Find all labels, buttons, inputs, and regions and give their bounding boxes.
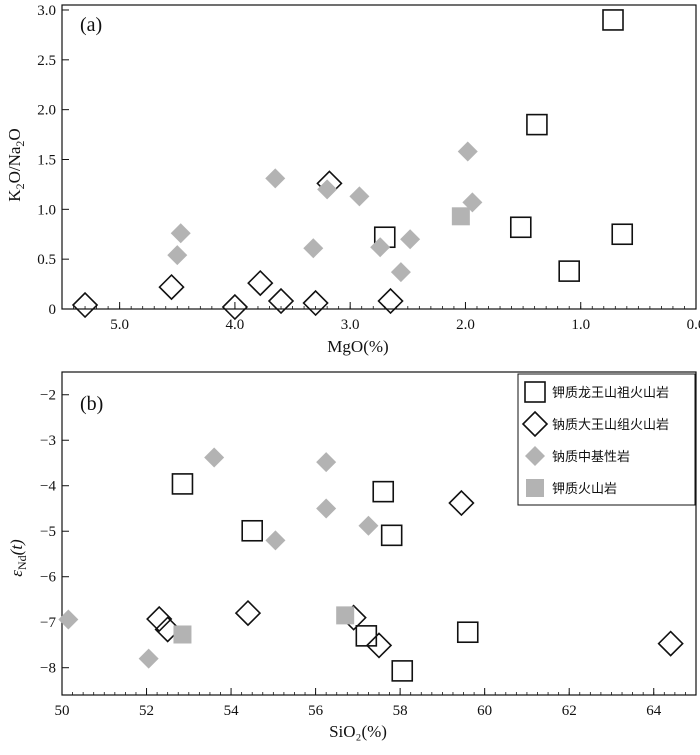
point-open-diamond — [146, 605, 173, 633]
y-tick-label: −8 — [40, 661, 56, 677]
legend-label: 钾质火山岩 — [552, 482, 617, 497]
x-tick-label: 52 — [139, 703, 154, 719]
point-open-diamond — [302, 289, 329, 317]
y-tick-label: −3 — [40, 433, 56, 449]
point-open-square — [171, 473, 194, 495]
legend-marker-open-diamond — [521, 410, 549, 438]
y-tick-label: 2.0 — [37, 103, 56, 119]
x-tick-label: 2.0 — [456, 317, 475, 333]
legend-label: 钠质中基性岩 — [552, 450, 630, 465]
point-gray-diamond — [265, 168, 286, 189]
ylabel-epsilon: ε — [7, 570, 26, 577]
panel-a-ylabel: K2O/Na2O — [5, 128, 27, 201]
point-open-square — [456, 621, 479, 644]
point-open-diamond — [234, 599, 262, 627]
y-tick-label: 0 — [49, 302, 57, 318]
x-tick-label: 54 — [224, 703, 240, 719]
point-open-square — [558, 260, 581, 282]
point-gray-diamond — [204, 447, 225, 468]
point-open-diamond — [154, 616, 181, 643]
point-gray-diamond — [358, 515, 379, 536]
panel-b: (b) SiO₂(%) εNd(t) 50 52 54 56 58 60 62 64 −2 −3 −… — [7, 371, 697, 741]
x-tick-label: 3.0 — [341, 317, 360, 333]
point-gray-diamond — [316, 452, 337, 473]
panel-a: (a) MgO(%) K2O/Na2O 5.0 4.0 3.0 2.0 1.0 0.0 0 0… — [5, 3, 700, 356]
point-gray-square — [451, 207, 470, 226]
legend-marker-gray-square — [526, 479, 544, 497]
legend-marker-gray-diamond — [525, 446, 545, 466]
point-open-square — [509, 216, 532, 239]
point-gray-diamond — [138, 648, 159, 669]
point-gray-diamond — [317, 179, 338, 200]
point-gray-diamond — [58, 609, 79, 630]
point-open-square — [526, 113, 548, 136]
point-gray-diamond — [370, 237, 391, 258]
point-open-diamond — [377, 287, 404, 315]
point-open-square — [241, 519, 263, 542]
point-open-square — [602, 9, 624, 31]
ylabel-nd: Nd — [15, 555, 29, 570]
point-gray-diamond — [457, 141, 478, 162]
point-open-square — [372, 480, 395, 503]
point-open-diamond — [365, 632, 393, 659]
point-gray-diamond — [316, 498, 337, 519]
point-gray-diamond — [167, 245, 188, 266]
ylabel-t: (t) — [7, 539, 26, 555]
point-gray-diamond — [265, 530, 286, 551]
panel-a-frame — [61, 4, 697, 310]
point-open-diamond — [247, 269, 274, 297]
y-tick-label: 2.5 — [37, 53, 56, 69]
point-gray-diamond — [390, 262, 411, 283]
y-tick-label: −5 — [40, 524, 56, 540]
x-tick-label: 56 — [308, 703, 324, 719]
x-tick-label: 0.0 — [687, 317, 700, 333]
x-tick-label: 4.0 — [226, 317, 245, 333]
x-tick-label: 62 — [562, 703, 577, 719]
y-tick-label: −6 — [40, 570, 56, 586]
point-gray-diamond — [303, 238, 324, 259]
point-open-diamond — [158, 273, 185, 301]
y-tick-label: −7 — [40, 615, 56, 631]
point-gray-diamond — [349, 186, 370, 207]
y-tick-label: −4 — [40, 479, 56, 495]
point-gray-square — [173, 625, 192, 644]
panel-b-ylabel: εNd(t) — [7, 539, 29, 577]
y-tick-label: 0.5 — [37, 252, 56, 268]
legend-label: 钾质龙王山祖火山岩 — [552, 386, 669, 401]
point-gray-diamond — [170, 223, 191, 244]
point-open-diamond — [71, 291, 99, 319]
x-tick-label: 1.0 — [571, 317, 590, 333]
y-tick-label: 1.0 — [37, 202, 56, 218]
legend-marker-open-square — [524, 381, 546, 403]
x-tick-label: 50 — [55, 703, 70, 719]
point-open-square — [391, 660, 414, 682]
point-gray-diamond — [400, 229, 421, 250]
legend-box — [517, 373, 696, 506]
point-open-diamond — [448, 489, 475, 517]
point-open-diamond — [221, 293, 249, 321]
panel-b-label: (b) — [80, 393, 103, 415]
x-tick-label: 58 — [393, 703, 408, 719]
x-tick-label: 5.0 — [110, 317, 129, 333]
point-open-square — [611, 223, 634, 246]
point-open-diamond — [657, 630, 684, 657]
y-tick-label: 3.0 — [37, 3, 56, 19]
point-open-square — [380, 524, 403, 547]
panel-a-label: (a) — [80, 14, 102, 36]
legend-label: 钠质大王山组火山岩 — [552, 418, 669, 433]
point-open-diamond — [267, 287, 295, 315]
y-tick-label: 1.5 — [37, 152, 56, 168]
point-open-square — [355, 625, 378, 647]
x-tick-label: 60 — [477, 703, 492, 719]
panel-b-xlabel: SiO₂(%) — [329, 722, 387, 741]
y-tick-label: −2 — [40, 388, 56, 404]
panel-a-xlabel: MgO(%) — [327, 337, 388, 356]
x-tick-label: 64 — [646, 703, 662, 719]
point-gray-square — [336, 606, 355, 625]
